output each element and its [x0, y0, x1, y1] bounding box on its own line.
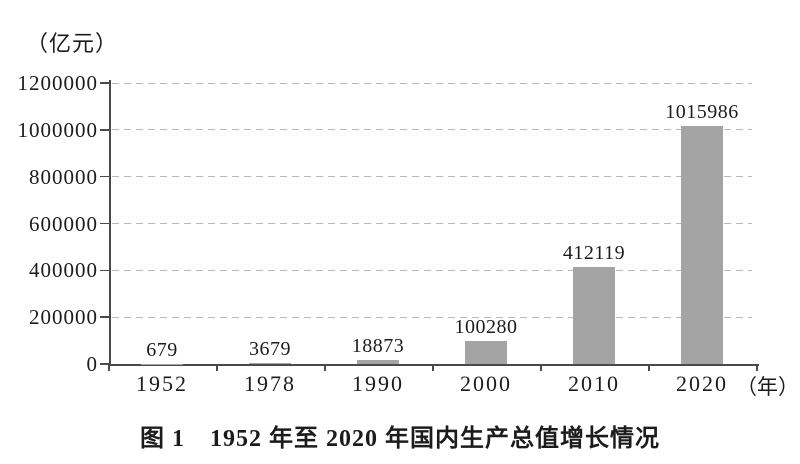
- bar-1978: [249, 363, 291, 364]
- y-axis-tick-200000: [100, 316, 109, 318]
- value-label-2020: 1015986: [665, 101, 739, 124]
- value-label-1978: 3679: [249, 338, 291, 361]
- y-tick-label-400000: 400000: [29, 258, 98, 283]
- bar-2000: [465, 340, 507, 364]
- bar-2020: [681, 126, 723, 364]
- value-label-1990: 18873: [351, 334, 405, 357]
- x-axis-tick-3: [432, 365, 434, 371]
- x-tick-label-1952: 1952: [136, 371, 188, 396]
- y-axis-tick-800000: [100, 175, 109, 178]
- gridline-1000000: [112, 129, 752, 131]
- y-axis-tick-400000: [100, 269, 109, 272]
- x-axis-tick-1: [216, 365, 218, 371]
- chart-title: 图 1 1952 年至 2020 年国内生产总值增长情况: [140, 426, 660, 452]
- y-axis-tick-1200000: [100, 82, 109, 84]
- x-axis-line: [109, 364, 759, 366]
- y-axis-tick-0: [100, 363, 109, 365]
- x-axis-tick-5: [648, 365, 650, 371]
- x-axis-tick-0: [108, 365, 110, 371]
- y-axis-line: [109, 80, 111, 365]
- x-axis-unit-label: （年）: [736, 375, 799, 399]
- value-label-1952: 679: [146, 338, 178, 361]
- y-axis-tick-1000000: [100, 129, 109, 131]
- y-axis-unit-label: （亿元）: [26, 31, 119, 56]
- y-tick-label-600000: 600000: [29, 211, 98, 236]
- bar-1990: [357, 359, 399, 364]
- x-tick-label-2000: 2000: [460, 371, 512, 396]
- value-label-2000: 100280: [454, 315, 518, 338]
- y-tick-label-800000: 800000: [29, 164, 98, 189]
- y-tick-label-1200000: 1200000: [17, 71, 98, 95]
- y-tick-label-200000: 200000: [29, 305, 98, 330]
- y-axis-tick-600000: [100, 222, 109, 225]
- x-tick-label-2020: 2020: [676, 371, 728, 396]
- x-axis-tick-2: [324, 365, 326, 371]
- gridline-400000: [112, 269, 752, 271]
- gridline-600000: [112, 223, 752, 224]
- x-tick-label-1978: 1978: [244, 371, 296, 396]
- value-label-2010: 412119: [562, 242, 626, 265]
- bar-2010: [573, 267, 615, 364]
- y-tick-label-0: 0: [86, 352, 98, 376]
- x-axis-tick-6: [756, 365, 758, 371]
- x-tick-label-2010: 2010: [568, 371, 620, 396]
- gridline-1200000: [112, 82, 752, 84]
- x-tick-label-1990: 1990: [352, 371, 404, 396]
- y-tick-label-1000000: 1000000: [17, 117, 98, 142]
- gridline-200000: [112, 316, 752, 318]
- x-axis-tick-4: [540, 365, 542, 371]
- gridline-800000: [112, 176, 752, 178]
